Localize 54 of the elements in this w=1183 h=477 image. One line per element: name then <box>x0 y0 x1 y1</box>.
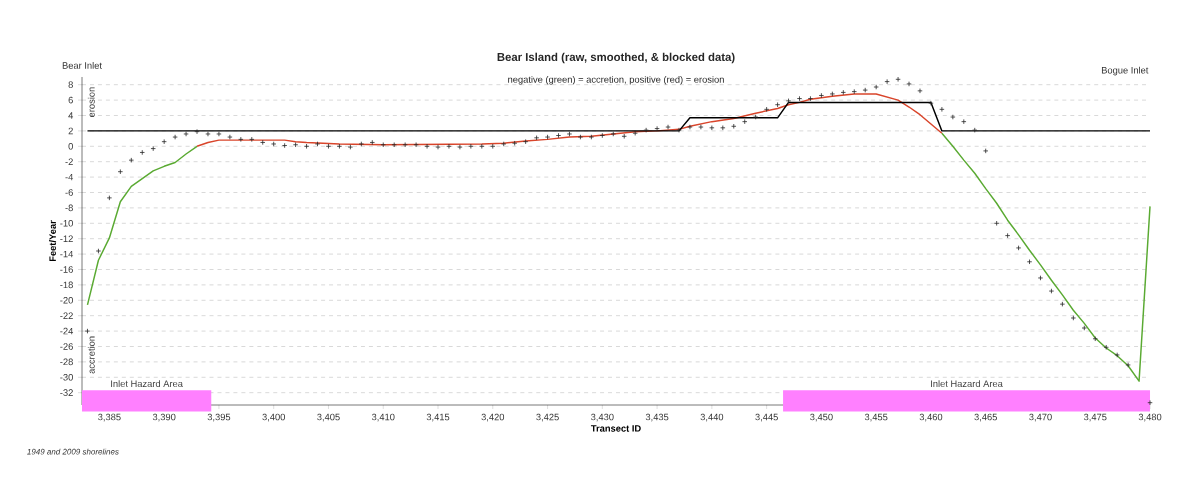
y-tick-label: -4 <box>65 173 74 181</box>
text: 1949 and 2009 shorelines <box>27 448 119 455</box>
text: Bear Inlet <box>62 61 102 69</box>
annotation: accretion <box>87 336 95 374</box>
x-tick-label: 3,445 <box>755 413 778 422</box>
x-tick-label: 3,465 <box>974 413 997 422</box>
annotation: erosion <box>87 87 95 118</box>
x-axis-title: Transect ID <box>590 425 641 432</box>
x-tick-label: 3,390 <box>152 413 176 422</box>
x-tick-label: 3,460 <box>919 413 943 422</box>
x-tick-label: 3,470 <box>1029 413 1052 422</box>
y-tick-label: -24 <box>60 327 74 335</box>
y-tick-label: 6 <box>68 96 73 104</box>
x-tick-label: 3,395 <box>207 413 231 422</box>
x-tick-label: 3,420 <box>481 413 505 422</box>
y-tick-label: -26 <box>60 343 73 350</box>
x-tick-label: 3,405 <box>317 413 340 422</box>
y-tick-label: 8 <box>68 81 73 88</box>
y-tick-label: -10 <box>60 219 73 227</box>
line-series <box>86 145 198 306</box>
x-tick-label: 3,410 <box>371 413 395 422</box>
y-tick-label: 0 <box>68 142 73 150</box>
y-tick-label: -32 <box>60 389 73 396</box>
band-label: Inlet Hazard Area <box>931 380 1003 387</box>
x-tick-label: 3,435 <box>645 413 669 422</box>
text: Bogue Inlet <box>1101 66 1149 76</box>
y-tick-label: 2 <box>68 127 73 135</box>
x-tick-label: 3,425 <box>536 413 559 422</box>
chart-subtitle: negative (green) = accretion, positive (red) = erosion <box>508 75 724 85</box>
x-tick-label: 3,480 <box>1138 413 1162 422</box>
y-tick-label: -16 <box>60 266 73 273</box>
y-tick-label: -22 <box>60 312 73 319</box>
x-tick-label: 3,385 <box>98 413 121 422</box>
x-tick-label: 3,440 <box>700 413 724 422</box>
x-tick-label: 3,450 <box>810 413 833 422</box>
band-label: Inlet Hazard Area <box>111 380 183 387</box>
y-tick-label: 4 <box>68 112 74 119</box>
x-tick-label: 3,475 <box>1083 413 1107 422</box>
x-tick-label: 3,430 <box>590 413 614 422</box>
x-tick-label: 3,455 <box>864 413 888 422</box>
x-tick-label: 3,415 <box>426 413 450 422</box>
line-series <box>941 132 1151 382</box>
y-axis-title: Feet/Year <box>49 220 57 262</box>
y-tick-label: -28 <box>60 358 73 366</box>
chart-title: Bear Island (raw, smoothed, & blocked data) <box>497 52 735 64</box>
y-tick-label: -6 <box>65 189 73 196</box>
y-tick-label: -12 <box>60 235 73 242</box>
y-tick-label: -14 <box>60 250 74 258</box>
y-tick-label: -20 <box>60 296 73 304</box>
y-tick-label: -8 <box>65 204 73 212</box>
x-tick-label: 3,400 <box>262 413 286 422</box>
y-tick-label: -18 <box>60 281 73 289</box>
y-tick-label: -2 <box>65 158 73 165</box>
y-tick-label: -30 <box>60 373 73 381</box>
